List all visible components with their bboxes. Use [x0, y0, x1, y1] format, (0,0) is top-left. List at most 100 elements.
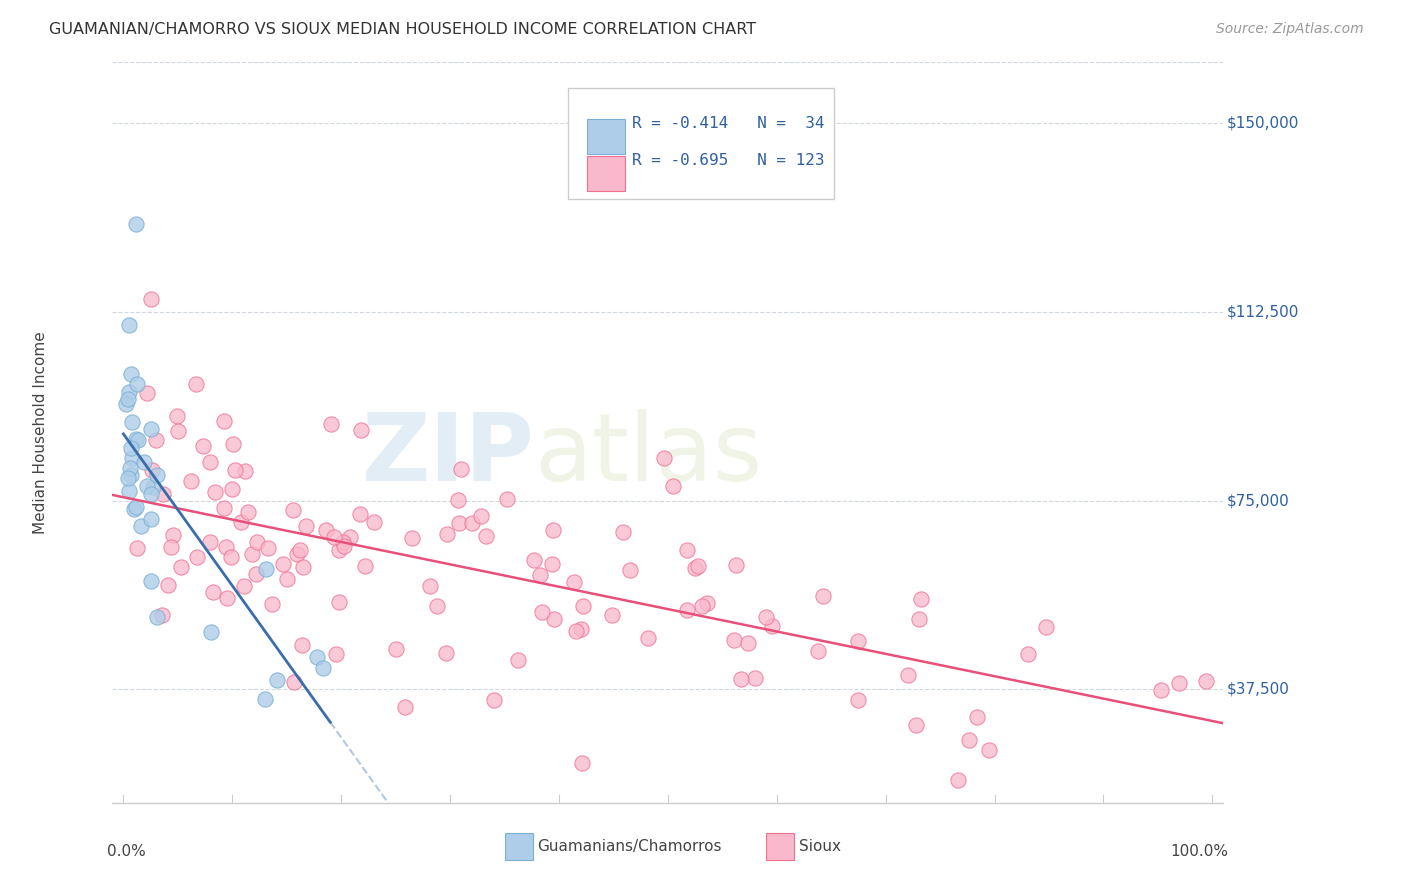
Point: [1017, 647, 1039, 661]
Text: $37,500: $37,500: [1226, 682, 1289, 697]
Point: [186, 549, 208, 564]
Point: [283, 675, 305, 690]
Text: 0.0%: 0.0%: [107, 844, 146, 858]
Point: [257, 541, 280, 555]
Point: [291, 638, 314, 652]
Point: [637, 631, 659, 645]
Point: [612, 525, 634, 540]
Point: [229, 516, 252, 530]
Point: [271, 557, 294, 571]
Point: [619, 563, 641, 577]
FancyBboxPatch shape: [505, 833, 533, 860]
Point: [117, 471, 139, 485]
Point: [908, 612, 931, 626]
Point: [761, 619, 783, 633]
Point: [145, 434, 167, 448]
Point: [482, 693, 505, 707]
Point: [725, 558, 748, 572]
Point: [150, 607, 173, 622]
Point: [354, 559, 377, 574]
Point: [121, 415, 143, 429]
Point: [204, 484, 226, 499]
Point: [690, 599, 713, 613]
Point: [530, 605, 553, 619]
Point: [897, 667, 920, 681]
Text: 100.0%: 100.0%: [1171, 844, 1229, 858]
Point: [120, 368, 142, 382]
Point: [127, 433, 149, 447]
Point: [1195, 674, 1218, 689]
Point: [141, 487, 163, 501]
Point: [419, 579, 441, 593]
Point: [686, 558, 709, 573]
Point: [723, 632, 745, 647]
Point: [294, 519, 316, 533]
Point: [543, 611, 565, 625]
Point: [541, 558, 564, 572]
Point: [328, 542, 350, 557]
Point: [121, 441, 143, 455]
Text: $150,000: $150,000: [1226, 115, 1299, 130]
Point: [215, 540, 238, 554]
Point: [807, 644, 830, 658]
Point: [180, 474, 202, 488]
Text: GUAMANIAN/CHAMORRO VS SIOUX MEDIAN HOUSEHOLD INCOME CORRELATION CHART: GUAMANIAN/CHAMORRO VS SIOUX MEDIAN HOUSE…: [49, 22, 756, 37]
FancyBboxPatch shape: [568, 88, 834, 200]
Point: [470, 509, 492, 524]
Point: [569, 623, 592, 637]
Point: [117, 392, 139, 407]
FancyBboxPatch shape: [586, 119, 624, 154]
Point: [166, 424, 188, 438]
Point: [125, 217, 148, 231]
Point: [224, 463, 246, 477]
Point: [139, 512, 162, 526]
Point: [426, 599, 449, 614]
Point: [120, 460, 142, 475]
Point: [315, 523, 337, 537]
Point: [811, 589, 834, 603]
Point: [401, 531, 423, 545]
Point: [529, 567, 551, 582]
Point: [363, 515, 385, 529]
Point: [288, 543, 311, 558]
Text: Sioux: Sioux: [799, 839, 841, 854]
Point: [730, 672, 752, 686]
Point: [328, 595, 350, 609]
FancyBboxPatch shape: [766, 833, 794, 860]
Point: [846, 693, 869, 707]
Point: [200, 455, 222, 469]
Text: R = -0.414   N =  34: R = -0.414 N = 34: [633, 116, 825, 131]
Point: [562, 574, 585, 589]
Point: [543, 523, 565, 537]
Point: [333, 539, 356, 553]
Point: [157, 578, 180, 592]
Point: [755, 609, 778, 624]
Point: [118, 318, 141, 333]
Point: [233, 464, 256, 478]
Point: [212, 414, 235, 428]
Point: [737, 636, 759, 650]
Point: [135, 479, 157, 493]
Text: Median Household Income: Median Household Income: [32, 331, 48, 534]
Point: [910, 591, 932, 606]
Point: [260, 597, 283, 611]
Point: [118, 385, 141, 400]
Point: [1035, 620, 1057, 634]
Point: [450, 462, 472, 476]
Point: [349, 507, 371, 521]
Point: [957, 732, 980, 747]
Point: [744, 671, 766, 685]
Text: Source: ZipAtlas.com: Source: ZipAtlas.com: [1216, 22, 1364, 37]
Point: [676, 543, 699, 558]
Point: [184, 377, 207, 392]
Point: [125, 432, 148, 446]
Point: [245, 566, 267, 581]
Point: [146, 610, 169, 624]
Point: [662, 479, 685, 493]
Point: [495, 491, 517, 506]
Point: [125, 500, 148, 514]
Point: [152, 487, 174, 501]
Point: [285, 547, 308, 561]
Point: [200, 624, 222, 639]
Point: [652, 451, 675, 466]
